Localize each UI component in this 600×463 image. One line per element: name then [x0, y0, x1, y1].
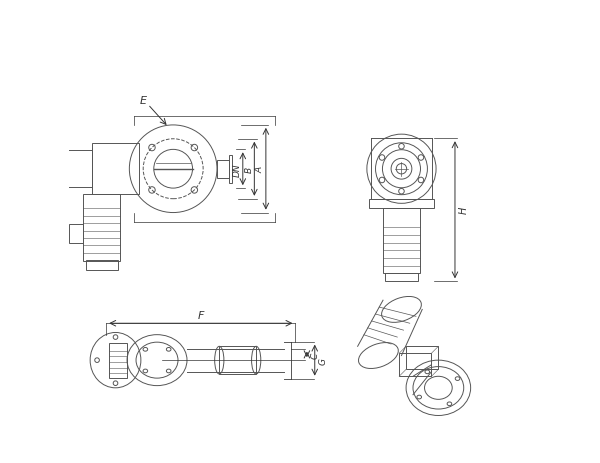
Bar	[229, 156, 232, 183]
Text: G: G	[319, 357, 328, 364]
Text: A: A	[256, 166, 265, 172]
Text: H: H	[459, 206, 469, 214]
Text: DN: DN	[233, 163, 242, 176]
Text: E: E	[140, 95, 146, 105]
Text: F: F	[197, 310, 204, 320]
Bar	[383, 209, 420, 273]
Bar	[92, 144, 139, 194]
Bar	[219, 347, 256, 374]
Bar	[67, 151, 92, 188]
Bar	[109, 343, 127, 378]
Text: B: B	[244, 166, 253, 172]
Bar	[70, 225, 83, 243]
Bar	[369, 200, 434, 209]
Bar	[399, 353, 431, 376]
Bar	[86, 261, 118, 270]
Bar	[406, 347, 439, 369]
Bar	[385, 273, 418, 282]
Bar	[83, 194, 120, 262]
Text: C: C	[311, 351, 320, 358]
Bar	[217, 160, 229, 179]
